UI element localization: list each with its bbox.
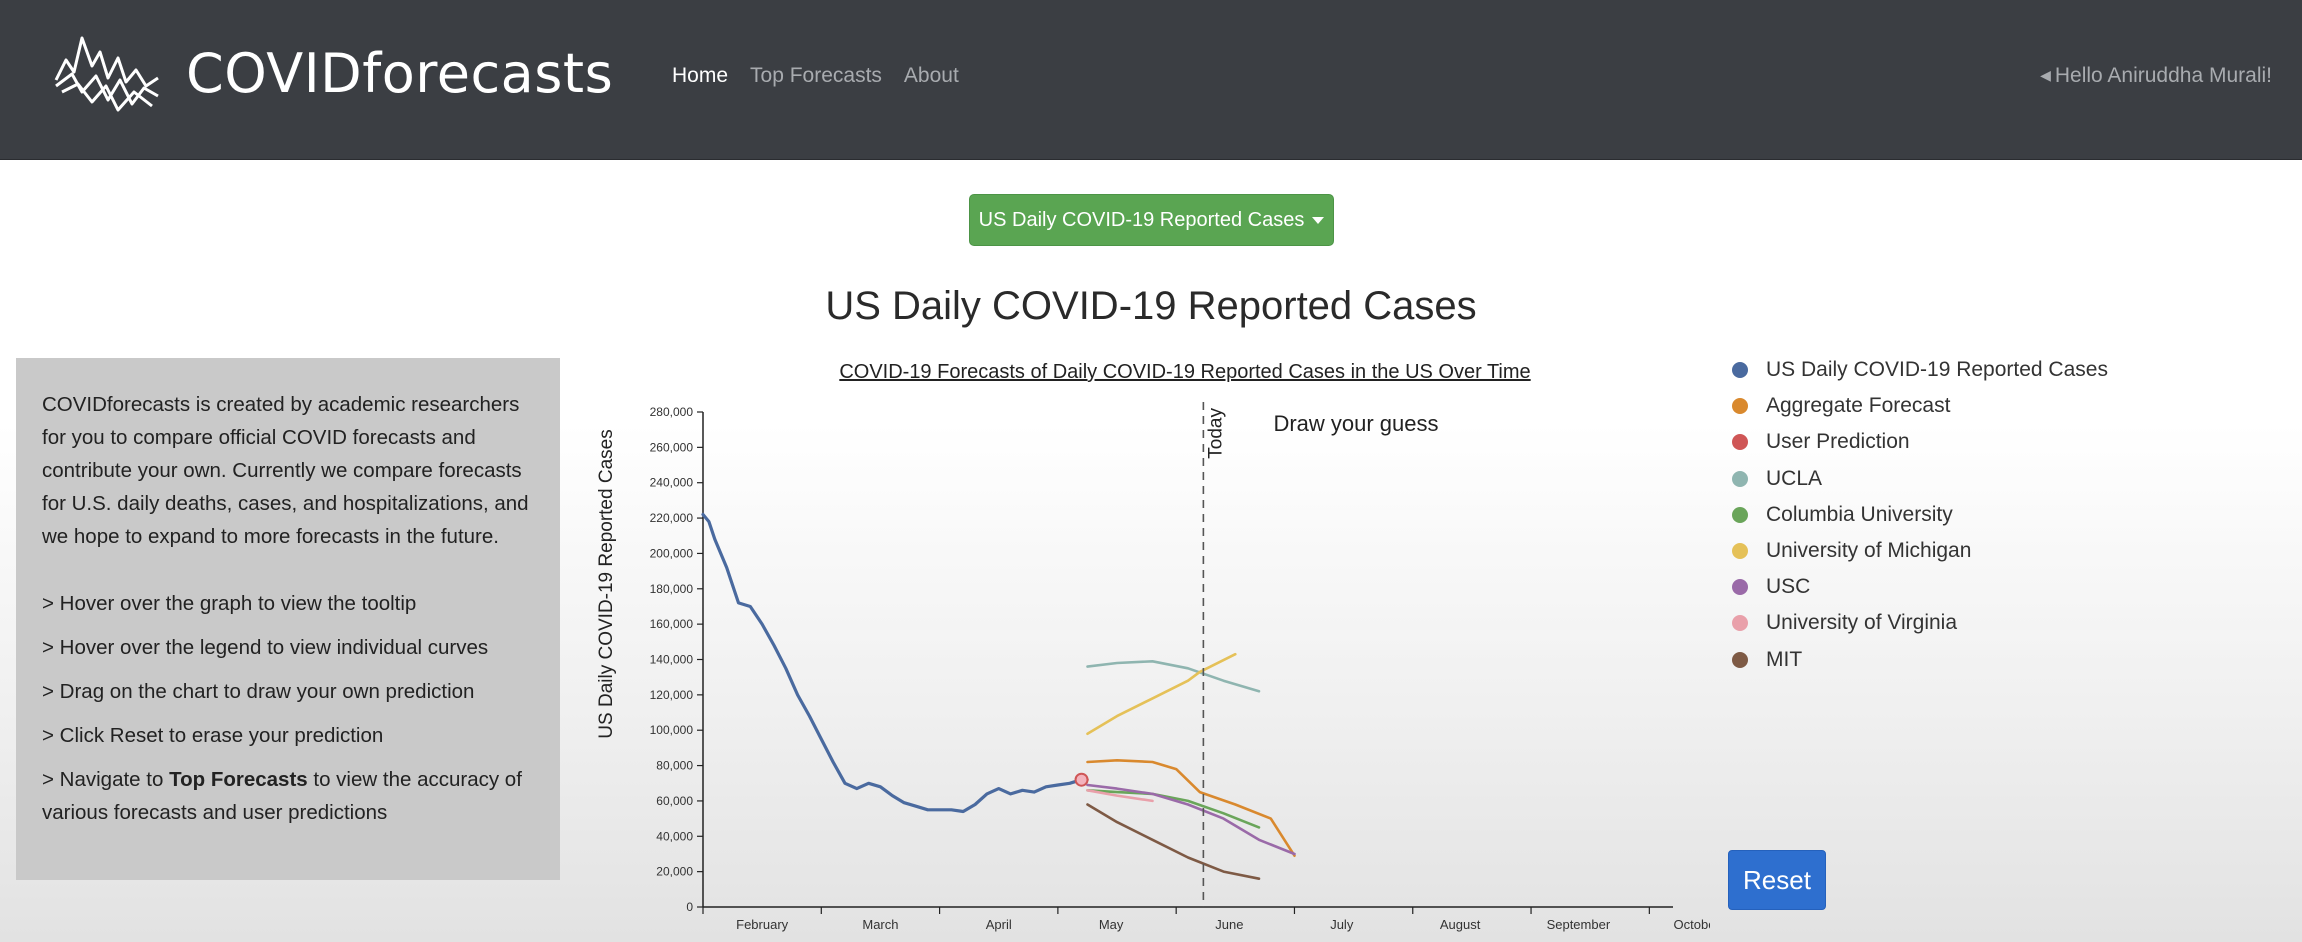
y-tick-label: 0: [686, 900, 693, 914]
navbar: COVIDforecasts Home Top Forecasts About …: [0, 0, 2302, 160]
y-tick-label: 140,000: [650, 653, 694, 667]
x-tick-label: February: [736, 917, 789, 932]
caret-left-icon: ◀: [2040, 67, 2051, 83]
brand-name: COVIDforecasts: [186, 41, 614, 105]
metric-dropdown-button[interactable]: US Daily COVID-19 Reported Cases: [969, 194, 1334, 246]
user-menu[interactable]: ◀ Hello Aniruddha Murali!: [2040, 64, 2272, 88]
info-tip-navigate: > Navigate to Top Forecasts to view the …: [42, 763, 534, 829]
y-tick-label: 260,000: [650, 440, 694, 454]
legend-dot-icon: [1732, 434, 1748, 451]
y-tick-label: 40,000: [656, 829, 693, 843]
x-tick-label: October: [1674, 917, 1710, 932]
y-tick-label: 100,000: [650, 723, 694, 737]
info-tip: > Click Reset to erase your prediction: [42, 724, 384, 747]
legend-dot-icon: [1732, 543, 1748, 560]
legend-dot-icon: [1732, 615, 1748, 632]
x-tick-label: July: [1330, 917, 1354, 932]
y-tick-label: 20,000: [656, 865, 693, 879]
y-axis-label: US Daily COVID-19 Reported Cases: [596, 429, 617, 738]
legend-item[interactable]: MIT: [1732, 642, 2108, 678]
legend-dot-icon: [1732, 651, 1748, 668]
legend-label: Columbia University: [1766, 502, 1953, 526]
nav-home[interactable]: Home: [672, 64, 729, 87]
legend-item[interactable]: University of Virginia: [1732, 605, 2108, 641]
legend-item[interactable]: Aggregate Forecast: [1732, 388, 2108, 424]
reset-button[interactable]: Reset: [1728, 850, 1826, 910]
y-tick-label: 280,000: [650, 405, 694, 419]
x-tick-label: March: [862, 917, 898, 932]
y-tick-label: 120,000: [650, 688, 694, 702]
legend-item[interactable]: Columbia University: [1732, 497, 2108, 533]
y-tick-label: 80,000: [656, 759, 693, 773]
legend-label: MIT: [1766, 647, 1803, 671]
info-tip: > Drag on the chart to draw your own pre…: [42, 680, 475, 703]
info-panel: COVIDforecasts is created by academic re…: [16, 358, 560, 880]
y-tick-label: 220,000: [650, 511, 694, 525]
y-tick-label: 60,000: [656, 794, 693, 808]
legend-item[interactable]: US Daily COVID-19 Reported Cases: [1732, 352, 2108, 388]
today-marker: Today: [1202, 402, 1226, 907]
chart-axes: 0 20,000 40,000 60,000 80,000 100,000 120,000 1…: [650, 405, 1710, 932]
metric-dropdown-label: US Daily COVID-19 Reported Cases: [978, 208, 1305, 231]
info-tip-prefix: > Navigate to: [42, 768, 170, 791]
x-tick-label: June: [1215, 917, 1243, 932]
chart-legend: US Daily COVID-19 Reported Cases Aggregat…: [1732, 352, 2108, 678]
chart-series: [701, 512, 1296, 881]
legend-dot-icon: [1732, 398, 1748, 415]
x-tick-label: August: [1440, 917, 1481, 932]
user-prediction-marker[interactable]: [1074, 772, 1089, 787]
legend-label: Aggregate Forecast: [1766, 394, 1951, 418]
today-label: Today: [1205, 408, 1226, 459]
legend-label: USC: [1766, 575, 1811, 599]
series-line-1[interactable]: [1086, 758, 1296, 858]
legend-label: University of Virginia: [1766, 611, 1958, 635]
legend-label: User Prediction: [1766, 430, 1910, 454]
nav-about[interactable]: About: [903, 64, 959, 87]
series-line-5[interactable]: [1086, 652, 1237, 736]
legend-item[interactable]: University of Michigan: [1732, 533, 2108, 569]
legend-label: University of Michigan: [1766, 539, 1972, 563]
info-intro: COVIDforecasts is created by academic re…: [42, 393, 529, 548]
x-tick-label: April: [986, 917, 1012, 932]
series-line-7[interactable]: [1086, 788, 1154, 803]
y-tick-label: 180,000: [650, 582, 694, 596]
legend-dot-icon: [1732, 470, 1748, 487]
x-tick-label: May: [1099, 917, 1124, 932]
draw-guess-annotation: Draw your guess: [1273, 411, 1438, 436]
legend-dot-icon: [1732, 506, 1748, 523]
forecast-chart[interactable]: COVID-19 Forecasts of Daily COVID-19 Rep…: [580, 352, 1710, 942]
series-line-8[interactable]: [1086, 803, 1261, 881]
info-tip: > Hover over the legend to view individu…: [42, 636, 489, 659]
nav-links: Home Top Forecasts About: [672, 64, 959, 88]
legend-label: US Daily COVID-19 Reported Cases: [1766, 358, 2108, 382]
series-line-0[interactable]: [701, 512, 1084, 814]
brand[interactable]: COVIDforecasts: [52, 30, 613, 116]
x-tick-label: September: [1547, 917, 1611, 932]
user-greeting: Hello Aniruddha Murali!: [2054, 64, 2272, 87]
legend-dot-icon: [1732, 579, 1748, 596]
chart-title: COVID-19 Forecasts of Daily COVID-19 Rep…: [839, 361, 1530, 383]
legend-label: UCLA: [1766, 466, 1823, 490]
legend-dot-icon: [1732, 362, 1748, 379]
top-forecasts-link[interactable]: Top Forecasts: [169, 768, 308, 791]
page-title: US Daily COVID-19 Reported Cases: [825, 284, 1477, 328]
caret-down-icon: [1312, 216, 1325, 224]
info-tip: > Hover over the graph to view the toolt…: [42, 592, 417, 615]
y-tick-label: 200,000: [650, 546, 694, 560]
info-tip-suffix: to view the accuracy of various forecast…: [42, 768, 522, 824]
legend-item[interactable]: USC: [1732, 569, 2108, 605]
legend-item[interactable]: User Prediction: [1732, 424, 2108, 460]
y-tick-label: 160,000: [650, 617, 694, 631]
series-line-4[interactable]: [1086, 788, 1261, 829]
y-tick-label: 240,000: [650, 476, 694, 490]
nav-top-forecasts[interactable]: Top Forecasts: [750, 64, 882, 87]
series-line-3[interactable]: [1086, 659, 1261, 693]
series-line-6[interactable]: [1086, 783, 1296, 856]
legend-item[interactable]: UCLA: [1732, 461, 2108, 497]
brand-logo-icon: [54, 36, 159, 112]
